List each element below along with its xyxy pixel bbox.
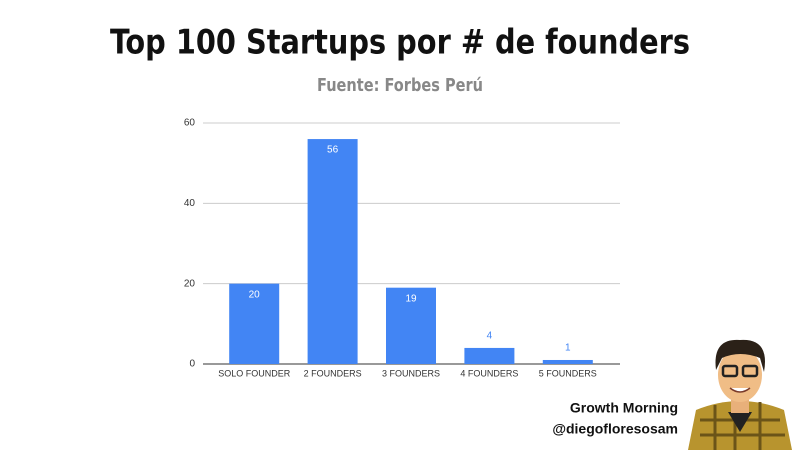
y-tick-label: 20 xyxy=(184,278,196,289)
chart-subtitle: Fuente: Forbes Perú xyxy=(317,75,483,96)
chart-title: Top 100 Startups por # de founders xyxy=(110,23,690,63)
x-tick-label: 2 FOUNDERS xyxy=(304,368,362,378)
y-tick-label: 40 xyxy=(184,198,196,209)
bar xyxy=(229,283,280,364)
x-tick-label: 5 FOUNDERS xyxy=(539,368,597,378)
data-label: 4 xyxy=(487,331,493,342)
author-name: Growth Morning xyxy=(570,400,678,416)
x-tick-label: SOLO FOUNDER xyxy=(218,368,291,378)
y-tick-label: 60 xyxy=(184,118,196,129)
bar xyxy=(542,359,593,364)
data-label: 56 xyxy=(327,145,339,156)
x-tick-label: 3 FOUNDERS xyxy=(382,368,440,378)
avatar xyxy=(688,339,792,450)
bar xyxy=(386,287,436,364)
data-label: 19 xyxy=(405,293,417,304)
x-tick-label: 4 FOUNDERS xyxy=(460,368,518,378)
data-label: 1 xyxy=(565,343,571,354)
data-label: 20 xyxy=(249,289,261,300)
y-tick-label: 0 xyxy=(189,359,195,370)
bar xyxy=(464,347,515,364)
author-handle: @diegofloresosam xyxy=(552,421,678,437)
bar xyxy=(307,139,358,364)
